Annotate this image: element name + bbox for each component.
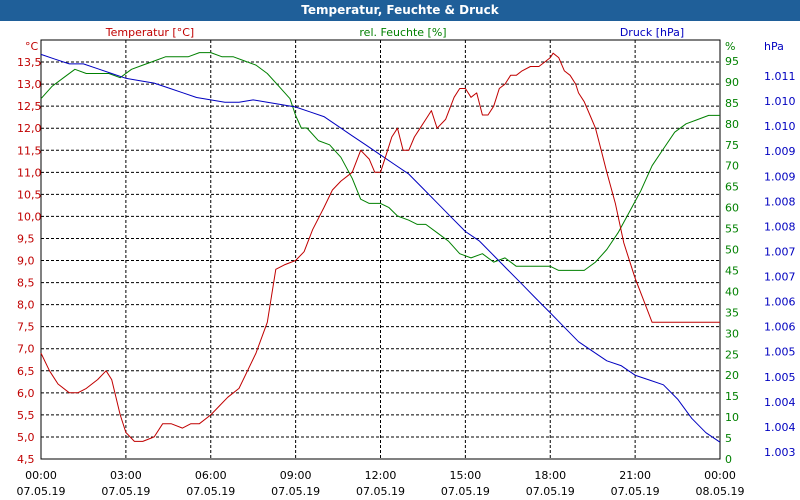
pressure-tick-label: 1.009 [764, 170, 796, 183]
time-tick-label: 00:00 [704, 469, 736, 482]
pressure-tick-label: 1.006 [764, 296, 796, 309]
temperature-tick-label: 12,5 [17, 100, 42, 113]
pressure-tick-label: 1.006 [764, 321, 796, 334]
humidity-tick-label: 25 [725, 348, 739, 361]
temperature-tick-label: 7,5 [17, 321, 35, 334]
humidity-tick-label: 30 [725, 327, 739, 340]
date-tick-label: 07.05.19 [356, 485, 405, 498]
pressure-tick-label: 1.004 [764, 421, 796, 434]
time-tick-label: 09:00 [280, 469, 312, 482]
pressure-tick-label: 1.007 [764, 245, 796, 258]
temperature-tick-label: 10,5 [17, 188, 42, 201]
time-tick-label: 18:00 [534, 469, 566, 482]
pressure-tick-label: 1.005 [764, 371, 796, 384]
date-tick-label: 07.05.19 [101, 485, 150, 498]
axis-headers: °C Temperatur [°C] rel. Feuchte [%] Druck [… [25, 26, 784, 53]
temperature-tick-label: 9,5 [17, 232, 35, 245]
temperature-unit-label: °C [25, 40, 39, 53]
time-tick-label: 06:00 [195, 469, 227, 482]
chart-title: Temperatur, Feuchte & Druck [0, 0, 800, 21]
humidity-tick-label: 0 [725, 453, 732, 466]
temperature-tick-label: 11,0 [17, 166, 42, 179]
date-tick-label: 08.05.19 [696, 485, 745, 498]
date-tick-label: 07.05.19 [441, 485, 490, 498]
humidity-tick-label: 55 [725, 223, 739, 236]
humidity-axis-label: rel. Feuchte [%] [359, 26, 446, 39]
temperature-tick-label: 6,5 [17, 365, 35, 378]
humidity-tick-label: 50 [725, 244, 739, 257]
temperature-tick-label: 13,5 [17, 56, 42, 69]
humidity-tick-label: 90 [725, 76, 739, 89]
date-tick-label: 07.05.19 [17, 485, 66, 498]
temperature-tick-label: 8,5 [17, 277, 35, 290]
humidity-tick-label: 95 [725, 55, 739, 68]
humidity-unit-label: % [725, 40, 735, 53]
plot-frame [40, 39, 721, 460]
plot-border [40, 39, 721, 460]
temperature-tick-label: 12,0 [17, 122, 42, 135]
temperature-tick-label: 4,5 [17, 453, 35, 466]
humidity-line [40, 52, 720, 271]
time-tick-label: 03:00 [110, 469, 142, 482]
date-tick-label: 07.05.19 [526, 485, 575, 498]
plot-grid [41, 40, 720, 459]
humidity-tick-label: 40 [725, 285, 739, 298]
pressure-tick-label: 1.010 [764, 95, 796, 108]
pressure-line [40, 53, 721, 443]
date-tick-label: 07.05.19 [611, 485, 660, 498]
humidity-tick-label: 20 [725, 369, 739, 382]
temperature-line [40, 52, 720, 442]
humidity-tick-label: 45 [725, 264, 739, 277]
date-tick-label: 07.05.19 [186, 485, 235, 498]
humidity-tick-label: 10 [725, 411, 739, 424]
date-tick-label: 07.05.19 [271, 485, 320, 498]
series-lines [40, 52, 721, 443]
humidity-tick-label: 65 [725, 181, 739, 194]
pressure-unit-label: hPa [764, 40, 784, 53]
pressure-tick-label: 1.008 [764, 220, 796, 233]
time-axis-ticks: 00:00 07.05.19 03:00 07.05.19 06:00 07.05.19 0… [17, 469, 745, 498]
humidity-tick-label: 5 [725, 432, 732, 445]
temperature-axis-label: Temperatur [°C] [105, 26, 194, 39]
temperature-tick-label: 9,0 [17, 255, 35, 268]
temperature-tick-label: 6,0 [17, 387, 35, 400]
pressure-tick-label: 1.007 [764, 271, 796, 284]
humidity-tick-label: 35 [725, 306, 739, 319]
humidity-tick-label: 85 [725, 97, 739, 110]
temperature-tick-label: 8,0 [17, 299, 35, 312]
humidity-tick-label: 75 [725, 139, 739, 152]
temperature-tick-label: 11,5 [17, 144, 42, 157]
pressure-tick-label: 1.008 [764, 195, 796, 208]
humidity-tick-label: 80 [725, 118, 739, 131]
pressure-axis-label: Druck [hPa] [620, 26, 684, 39]
humidity-tick-label: 70 [725, 160, 739, 173]
temperature-tick-label: 7,0 [17, 343, 35, 356]
pressure-tick-label: 1.010 [764, 120, 796, 133]
pressure-tick-label: 1.003 [764, 446, 796, 459]
temperature-tick-label: 5,0 [17, 431, 35, 444]
temperature-axis-ticks: 13,5 13,0 12,5 12,0 11,5 11,0 10,5 10,0 9,5 9,0 8,… [17, 56, 42, 466]
pressure-tick-label: 1.005 [764, 346, 796, 359]
pressure-tick-label: 1.004 [764, 396, 796, 409]
humidity-tick-label: 15 [725, 390, 739, 403]
pressure-tick-label: 1.011 [764, 70, 796, 83]
pressure-tick-label: 1.009 [764, 145, 796, 158]
temperature-tick-label: 10,0 [17, 210, 42, 223]
pressure-axis-ticks: 1.011 1.010 1.010 1.009 1.009 1.008 1.008 1.007… [764, 70, 796, 459]
time-tick-label: 12:00 [365, 469, 397, 482]
temperature-tick-label: 5,5 [17, 409, 35, 422]
time-tick-label: 15:00 [450, 469, 482, 482]
temperature-tick-label: 13,0 [17, 78, 42, 91]
time-tick-label: 00:00 [25, 469, 57, 482]
time-tick-label: 21:00 [619, 469, 651, 482]
humidity-tick-label: 60 [725, 202, 739, 215]
